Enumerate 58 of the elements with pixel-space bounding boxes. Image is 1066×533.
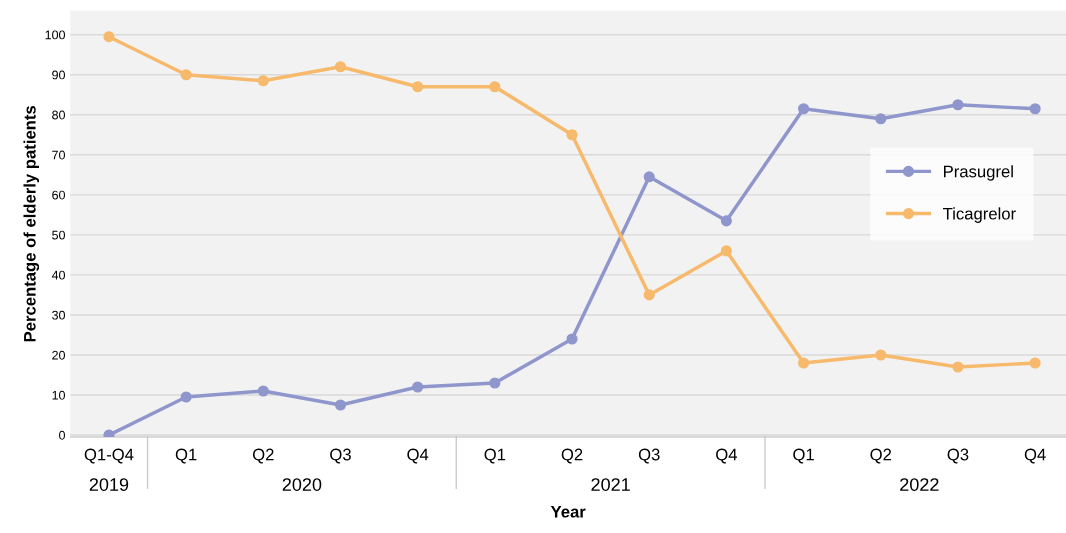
point [643, 171, 655, 183]
x-tick-label: Q2 [870, 448, 892, 464]
x-tick-label: Q4 [407, 448, 429, 464]
point [798, 357, 810, 369]
point [566, 129, 578, 141]
point [720, 215, 732, 227]
y-tick-label: 50 [52, 230, 66, 240]
point [489, 377, 501, 389]
x-tick-label: Q4 [1024, 448, 1046, 464]
point [643, 289, 655, 301]
text: 2019 [89, 478, 129, 491]
x-tick-label: Q1-Q4 [84, 448, 134, 464]
x-tick-label: Q3 [638, 448, 660, 464]
y-tick-label: 30 [52, 310, 66, 320]
legend-label: Ticagrelor [943, 207, 1016, 223]
point [952, 361, 964, 373]
point [334, 61, 347, 73]
x-tick-label: Q1 [484, 448, 506, 464]
y-tick-label: 60 [52, 190, 66, 200]
y-tick-label: 10 [52, 390, 66, 400]
x-tick-label: Q2 [561, 448, 583, 464]
point [180, 391, 192, 403]
x-tick-label: Q1 [175, 448, 197, 464]
point [103, 31, 115, 43]
y-tick-label: 80 [52, 110, 66, 120]
y-tick-label: 100 [45, 30, 66, 40]
text: 2021 [591, 478, 630, 491]
x-tick-label: Q2 [252, 448, 274, 464]
point [798, 103, 810, 115]
text: 2022 [900, 478, 939, 491]
point [334, 399, 347, 411]
point [875, 349, 887, 361]
y-tick-label: 0 [59, 430, 66, 440]
x-axis-title: Year [550, 505, 586, 518]
point [412, 81, 424, 93]
point [489, 81, 501, 93]
x-tick-label: Q1 [793, 448, 814, 464]
point [952, 99, 964, 111]
point [1029, 103, 1041, 115]
point [1029, 357, 1041, 369]
y-tick-label: 20 [52, 350, 66, 360]
x-tick-label: Q3 [330, 448, 351, 464]
text: 2020 [282, 478, 322, 491]
point [720, 245, 732, 257]
point [412, 381, 424, 393]
x-tick-label: Q3 [947, 448, 969, 464]
y-tick-label: 40 [51, 270, 66, 280]
y-tick-label: 70 [52, 150, 66, 160]
point [103, 429, 115, 438]
point [875, 113, 887, 125]
point [566, 333, 578, 345]
y-axis-title: Percentage of elderly patients [23, 105, 40, 342]
legend-label: Prasugrel [944, 165, 1013, 181]
point [257, 75, 269, 87]
x-tick-label: Q4 [716, 448, 738, 464]
y-tick-label: 90 [52, 70, 66, 80]
point [180, 69, 192, 81]
point [257, 385, 269, 397]
